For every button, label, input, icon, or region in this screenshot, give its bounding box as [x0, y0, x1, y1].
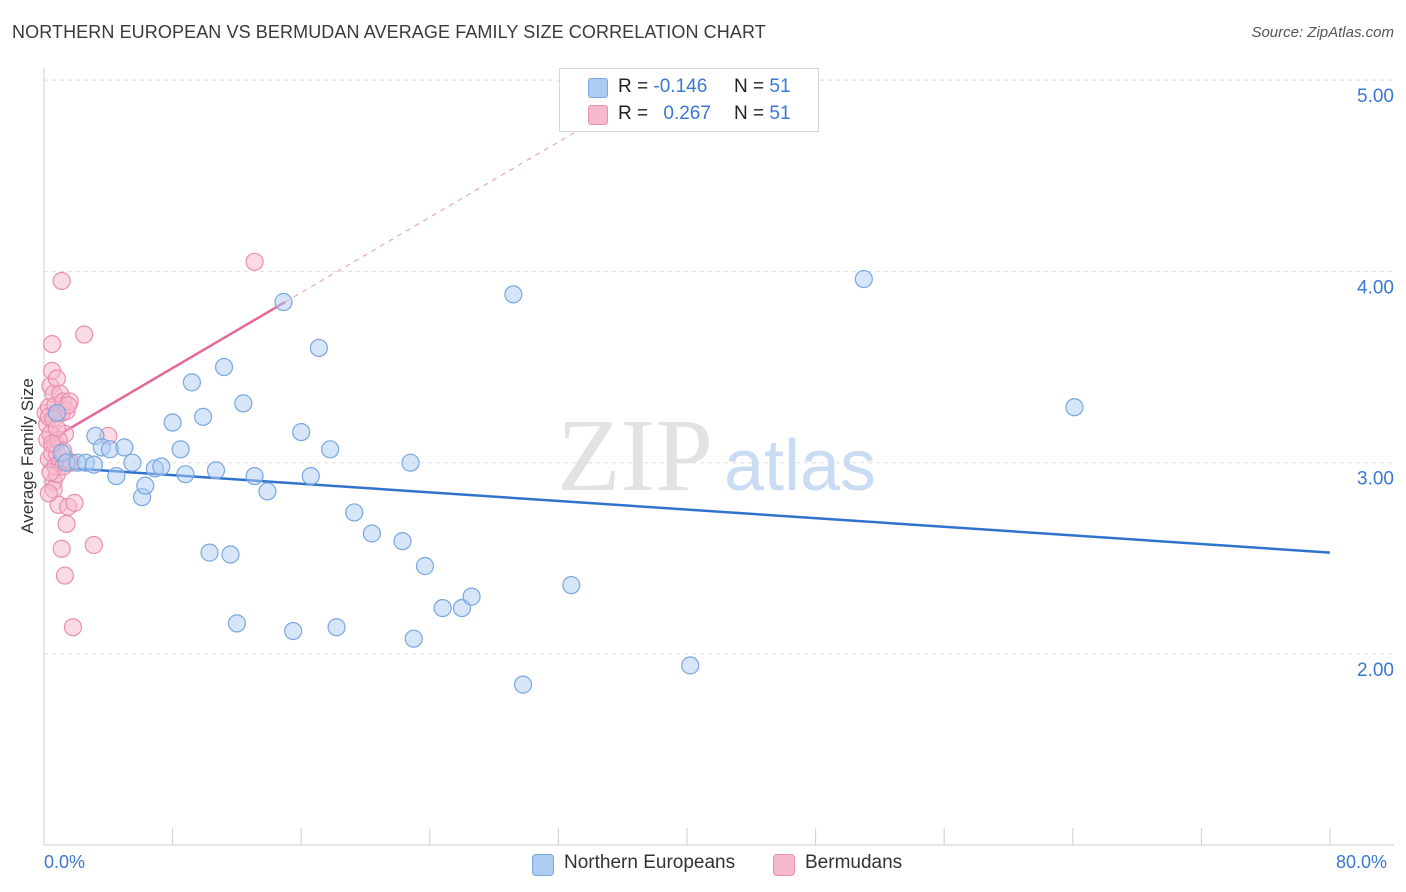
point-northern-europeans	[393, 532, 412, 551]
point-northern-europeans	[152, 457, 171, 476]
point-northern-europeans	[345, 503, 364, 522]
legend-r-blue: R = -0.146	[618, 76, 707, 98]
point-northern-europeans	[182, 373, 201, 392]
point-northern-europeans	[176, 465, 195, 484]
point-northern-europeans	[415, 556, 435, 576]
legend-r-pink: R = 0.267	[618, 103, 711, 125]
point-northern-europeans	[513, 675, 533, 694]
point-northern-europeans	[404, 629, 423, 648]
legend-n-blue: N = 51	[734, 76, 791, 98]
legend-swatch-blue	[532, 854, 554, 876]
y-tick-label: 5.00	[1357, 86, 1394, 107]
legend-label: Bermudans	[805, 852, 903, 873]
point-northern-europeans	[362, 524, 382, 543]
legend-r-label: R =	[618, 76, 649, 97]
point-bermudans	[47, 419, 66, 438]
point-northern-europeans	[163, 413, 182, 432]
point-northern-europeans	[123, 453, 142, 472]
point-northern-europeans	[115, 438, 134, 457]
trend-extension-bermudans	[284, 117, 599, 303]
legend-n-pink: N = 51	[734, 103, 791, 125]
axis-layer: 2.00 3.00 4.00 5.00	[43, 68, 1394, 846]
y-axis-label: Average Family Size	[18, 378, 37, 534]
point-northern-europeans	[194, 407, 213, 426]
watermark-zip: ZIP	[557, 398, 713, 513]
legend-n-label: N =	[734, 76, 765, 97]
y-tick-label: 4.00	[1357, 277, 1394, 298]
point-northern-europeans	[462, 587, 481, 606]
legend-label: Northern Europeans	[564, 852, 736, 873]
point-northern-europeans	[171, 440, 190, 459]
chart-title: NORTHERN EUROPEAN VS BERMUDAN AVERAGE FA…	[12, 22, 766, 42]
source-credit: Source: ZipAtlas.com	[1251, 24, 1394, 41]
point-bermudans	[84, 535, 103, 555]
legend-swatch-pink	[588, 105, 608, 125]
x-tick-label-max: 80.0%	[1336, 852, 1388, 872]
point-northern-europeans	[504, 285, 523, 304]
legend-n-value: 51	[769, 76, 791, 97]
point-bermudans	[245, 252, 264, 271]
point-bermudans	[39, 484, 58, 503]
point-bermudans	[65, 493, 84, 512]
point-bermudans	[42, 334, 62, 354]
point-northern-europeans	[258, 482, 277, 501]
point-northern-europeans	[221, 545, 240, 564]
point-northern-europeans	[234, 394, 253, 413]
point-northern-europeans	[284, 621, 303, 641]
legend-r-value: 0.267	[663, 103, 711, 124]
correlation-legend: R = -0.146 N = 51 R = 0.267 N = 51	[559, 68, 819, 132]
point-bermudans	[75, 325, 94, 344]
legend-r-value: -0.146	[653, 76, 708, 97]
point-northern-europeans	[206, 461, 226, 480]
point-northern-europeans	[433, 598, 452, 618]
point-bermudans	[41, 463, 60, 482]
point-bermudans	[57, 514, 76, 534]
point-northern-europeans	[227, 614, 246, 633]
point-northern-europeans	[321, 440, 340, 459]
legend-n-value: 51	[769, 103, 791, 124]
point-northern-europeans	[107, 466, 126, 486]
point-northern-europeans	[327, 618, 346, 637]
point-bermudans	[55, 566, 74, 585]
y-tick-label: 3.00	[1357, 469, 1394, 490]
grid-layer	[44, 79, 1394, 655]
point-bermudans	[63, 618, 83, 637]
legend-n-label: N =	[734, 103, 765, 124]
y-tick-label: 2.00	[1357, 660, 1394, 681]
point-northern-europeans	[84, 455, 103, 474]
point-northern-europeans	[681, 656, 700, 675]
point-northern-europeans	[214, 357, 234, 377]
point-northern-europeans	[562, 576, 581, 595]
point-northern-europeans	[854, 269, 873, 289]
x-tick-label-min: 0.0%	[44, 852, 86, 872]
point-northern-europeans	[301, 466, 320, 486]
point-northern-europeans	[292, 422, 311, 442]
legend-swatch-blue	[588, 78, 608, 98]
point-northern-europeans	[47, 403, 66, 423]
trend-line-bermudans	[43, 300, 286, 445]
point-northern-europeans	[136, 476, 155, 495]
points-layer	[36, 252, 1084, 694]
legend-swatch-pink	[773, 854, 795, 876]
point-northern-europeans	[200, 543, 219, 562]
point-bermudans	[52, 539, 71, 558]
point-northern-europeans	[1065, 398, 1084, 417]
watermark-atlas: atlas	[724, 426, 876, 506]
point-northern-europeans	[401, 453, 420, 472]
watermark: ZIP atlas	[557, 398, 876, 513]
legend-r-label: R =	[618, 103, 649, 124]
point-bermudans	[47, 369, 66, 388]
point-northern-europeans	[309, 338, 328, 358]
point-northern-europeans	[245, 466, 264, 486]
point-bermudans	[52, 271, 71, 291]
point-northern-europeans	[274, 292, 293, 312]
